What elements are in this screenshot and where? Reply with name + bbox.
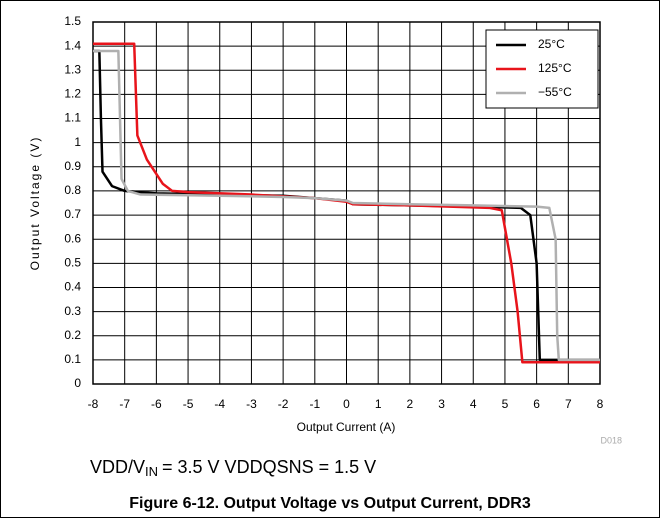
x-axis-label: Output Current (A): [297, 420, 396, 434]
figure-id: D018: [600, 435, 622, 445]
y-axis-label: Output Voltage (V): [28, 136, 42, 271]
x-tick-label: -5: [183, 397, 194, 411]
y-tick-label: 0.5: [64, 256, 81, 270]
x-tick-label: 4: [470, 397, 477, 411]
chart-title: Figure 6-12. Output Voltage vs Output Cu…: [129, 495, 531, 512]
line-series: [93, 49, 600, 362]
annotation-subscript: IN: [145, 464, 158, 479]
x-tick-label: -4: [214, 397, 225, 411]
y-tick-label: 0: [74, 376, 81, 390]
x-tick-label: 2: [407, 397, 414, 411]
annotation-part: = 3.5 V VDDQSNS = 1.5 V: [162, 457, 376, 477]
y-tick-label: 1.2: [64, 87, 81, 101]
y-tick-label: 0.7: [64, 207, 81, 221]
x-tick-label: -1: [309, 397, 320, 411]
x-tick-label: -6: [151, 397, 162, 411]
legend-label: −55°C: [538, 85, 572, 99]
x-tick-label: 5: [502, 397, 509, 411]
y-tick-label: 0.4: [64, 280, 81, 294]
y-tick-label: 0.1: [64, 352, 81, 366]
x-tick-label: 7: [565, 397, 572, 411]
y-tick-label: 0.2: [64, 328, 81, 342]
x-tick-label: -2: [278, 397, 289, 411]
annotation-part: VDD/V: [90, 457, 145, 477]
y-tick-label: 0.3: [64, 304, 81, 318]
x-tick-label: 3: [438, 397, 445, 411]
x-tick-label: -8: [88, 397, 99, 411]
y-tick-label: 1.5: [64, 14, 81, 28]
x-tick-label: 1: [375, 397, 382, 411]
annotation: VDD/VIN = 3.5 V VDDQSNS = 1.5 V: [90, 457, 376, 480]
x-tick-label: 6: [533, 397, 540, 411]
y-tick-label: 0.9: [64, 159, 81, 173]
plot-border: [92, 21, 601, 385]
x-tick-label: 8: [597, 397, 604, 411]
x-tick-label: -3: [246, 397, 257, 411]
y-tick-label: 0.6: [64, 231, 81, 245]
y-tick-label: 1.4: [64, 38, 81, 52]
legend-label: 125°C: [538, 61, 572, 75]
x-tick-label: 0: [343, 397, 350, 411]
y-tick-label: 1.3: [64, 62, 81, 76]
y-tick-label: 0.8: [64, 183, 81, 197]
x-tick-label: -7: [119, 397, 130, 411]
y-tick-label: 1.1: [64, 111, 81, 125]
y-tick-label: 1: [74, 135, 81, 149]
legend-label: 25°C: [538, 37, 565, 51]
